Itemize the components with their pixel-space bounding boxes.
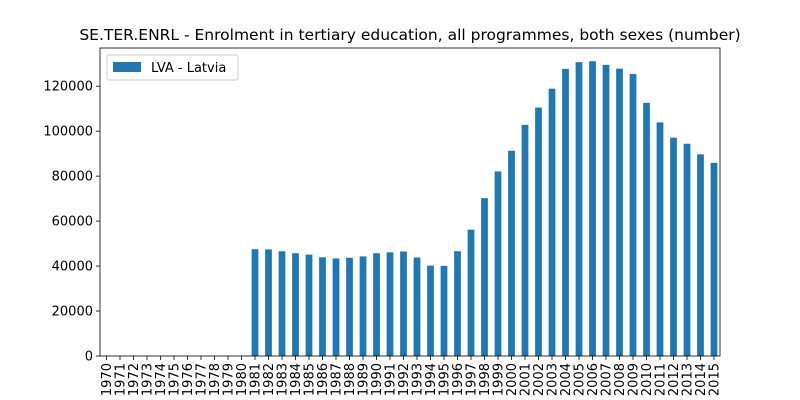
y-tick-label: 60000 <box>52 215 93 230</box>
bar-2011 <box>656 122 664 356</box>
bars <box>251 61 718 357</box>
x-tick-label: 1997 <box>465 363 480 396</box>
bar-1987 <box>332 258 340 356</box>
legend-label: LVA - Latvia <box>151 61 226 76</box>
bar-1995 <box>440 265 448 356</box>
x-tick-label: 1989 <box>357 363 372 396</box>
x-tick-label: 2015 <box>708 363 723 396</box>
y-tick-label: 40000 <box>52 260 93 275</box>
y-tick-label: 100000 <box>43 125 93 140</box>
x-tick-label: 1994 <box>424 363 439 396</box>
x-tick-label: 1990 <box>370 363 385 396</box>
bar-2014 <box>697 154 704 356</box>
x-tick-label: 2009 <box>627 363 642 396</box>
x-tick-label: 1978 <box>208 363 223 396</box>
y-axis: 0 20000 40000 60000 80000 100000 120000 <box>43 80 100 365</box>
x-tick-label: 1996 <box>451 363 466 396</box>
x-tick-label: 2000 <box>505 363 520 396</box>
x-tick-label: 2007 <box>600 363 615 396</box>
bar-2009 <box>629 74 637 357</box>
bar-1998 <box>481 198 488 356</box>
bar-2015 <box>710 162 718 356</box>
x-tick-label: 1992 <box>397 363 412 396</box>
x-tick-label: 1988 <box>343 363 358 396</box>
bar-1999 <box>494 171 502 356</box>
y-tick-label: 0 <box>85 350 93 365</box>
x-tick-label: 2008 <box>613 363 628 396</box>
bar-1990 <box>373 253 380 356</box>
bar-2006 <box>589 61 596 357</box>
bar-1982 <box>265 249 272 356</box>
x-tick-label: 2005 <box>573 363 588 396</box>
bar-1994 <box>427 265 434 356</box>
x-tick-label: 2014 <box>694 363 709 396</box>
plot-frame <box>99 47 721 357</box>
bar-1983 <box>278 251 286 356</box>
bar-1986 <box>319 257 326 356</box>
bar-1991 <box>386 252 394 356</box>
bar-2002 <box>535 107 542 356</box>
x-tick-label: 1983 <box>276 363 291 396</box>
x-tick-label: 1977 <box>195 363 210 396</box>
x-tick-label: 1975 <box>168 363 183 396</box>
x-tick-label: 1995 <box>438 363 453 396</box>
x-tick-label: 1976 <box>181 363 196 396</box>
x-tick-label: 2011 <box>654 363 669 396</box>
bar-2013 <box>683 143 691 356</box>
x-tick-label: 2006 <box>586 363 601 396</box>
x-tick-label: 1991 <box>384 363 399 396</box>
x-tick-label: 1982 <box>262 363 277 396</box>
x-tick-label: 1973 <box>141 363 156 396</box>
y-tick-label: 120000 <box>43 80 93 95</box>
bar-1997 <box>467 229 475 356</box>
bar-2004 <box>562 68 569 357</box>
bar-2008 <box>616 68 623 356</box>
bar-2012 <box>670 137 677 356</box>
bar-1981 <box>251 249 259 356</box>
bar-2001 <box>521 124 529 356</box>
bar-1993 <box>413 257 421 356</box>
x-tick-label: 1998 <box>478 363 493 396</box>
x-tick-label: 1970 <box>100 363 115 396</box>
bar-1989 <box>359 256 367 356</box>
bar-1988 <box>346 257 353 356</box>
bar-1996 <box>454 251 461 356</box>
x-tick-label: 1987 <box>330 363 345 396</box>
x-tick-label: 1971 <box>114 363 129 396</box>
x-tick-label: 2013 <box>681 363 696 396</box>
x-tick-label: 1986 <box>316 363 331 396</box>
x-tick-label: 2002 <box>532 363 547 396</box>
bar-1984 <box>292 253 299 356</box>
y-tick-label: 20000 <box>52 305 93 320</box>
bar-2003 <box>548 88 556 357</box>
bar-2005 <box>575 62 583 356</box>
x-tick-label: 1999 <box>492 363 507 396</box>
bar-2010 <box>643 102 650 357</box>
x-axis: 1970197119721973197419751976197719781979… <box>100 356 723 396</box>
x-tick-label: 1980 <box>235 363 250 396</box>
bar-2007 <box>602 64 610 356</box>
x-tick-label: 1993 <box>411 363 426 396</box>
legend-box <box>106 54 239 81</box>
legend-swatch <box>113 62 141 72</box>
x-tick-label: 2010 <box>640 363 655 396</box>
x-tick-label: 2004 <box>559 363 574 396</box>
legend: LVA - Latvia <box>106 54 239 81</box>
bar-1985 <box>305 254 313 356</box>
x-tick-label: 1972 <box>127 363 142 396</box>
x-tick-label: 2012 <box>667 363 682 396</box>
x-tick-label: 1981 <box>249 363 264 396</box>
chart-title: SE.TER.ENRL - Enrolment in tertiary educ… <box>79 26 740 44</box>
x-tick-label: 1985 <box>303 363 318 396</box>
x-tick-label: 2003 <box>546 363 561 396</box>
x-tick-label: 2001 <box>519 363 534 396</box>
x-tick-label: 1979 <box>222 363 237 396</box>
bar-2000 <box>508 150 515 356</box>
x-tick-label: 1984 <box>289 363 304 396</box>
bar-1992 <box>400 251 407 356</box>
y-tick-label: 80000 <box>52 170 93 185</box>
x-tick-label: 1974 <box>154 363 169 396</box>
